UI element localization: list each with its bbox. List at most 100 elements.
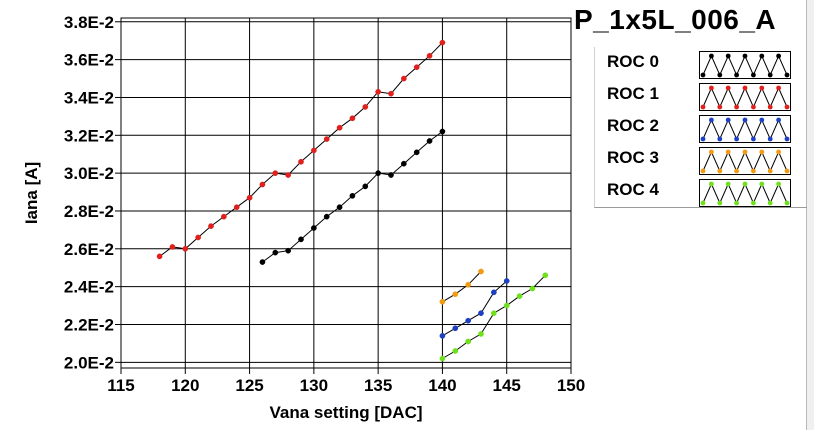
y-tick-label: 2.8E-2 bbox=[64, 202, 114, 221]
legend-marker bbox=[725, 117, 731, 123]
data-point bbox=[426, 52, 433, 59]
series-layer bbox=[156, 39, 549, 362]
data-point bbox=[452, 348, 459, 354]
legend-label: ROC 0 bbox=[607, 52, 659, 71]
data-point bbox=[182, 245, 189, 252]
legend-marker bbox=[717, 104, 723, 110]
data-point bbox=[298, 236, 304, 243]
data-point bbox=[491, 310, 497, 316]
legend-marker bbox=[784, 168, 790, 174]
legend-line bbox=[702, 182, 788, 205]
legend-marker bbox=[742, 149, 748, 155]
data-point bbox=[311, 225, 317, 231]
data-point bbox=[156, 253, 163, 260]
legend-marker bbox=[767, 136, 773, 142]
legend-swatch bbox=[699, 83, 791, 111]
data-point bbox=[439, 355, 446, 362]
legend-marker bbox=[759, 181, 765, 187]
legend-marker bbox=[709, 181, 714, 187]
data-point bbox=[413, 64, 420, 71]
x-tick-label: 140 bbox=[428, 376, 456, 395]
data-point bbox=[452, 291, 459, 298]
legend-marker bbox=[776, 149, 781, 155]
series-roc-0 bbox=[259, 128, 446, 265]
data-point bbox=[542, 272, 549, 279]
legend-marker bbox=[784, 104, 790, 110]
legend-marker bbox=[767, 72, 773, 78]
legend-marker bbox=[776, 181, 781, 187]
data-point bbox=[478, 268, 484, 275]
legend-swatch bbox=[699, 51, 791, 79]
data-point bbox=[503, 302, 510, 309]
data-point bbox=[195, 234, 201, 241]
data-point bbox=[388, 90, 394, 97]
legend-marker bbox=[767, 104, 773, 110]
data-point bbox=[285, 247, 291, 254]
data-point bbox=[439, 298, 446, 305]
legend-item: ROC 2 bbox=[595, 111, 807, 143]
series-line bbox=[442, 280, 508, 337]
legend-marker bbox=[742, 181, 748, 187]
y-axis-title: Iana [A] bbox=[22, 162, 41, 224]
series-roc-1 bbox=[156, 39, 446, 260]
legend-label: ROC 3 bbox=[607, 148, 659, 167]
y-tick-label: 2.2E-2 bbox=[64, 315, 114, 334]
legend-item: ROC 4 bbox=[595, 175, 807, 207]
legend-marker bbox=[717, 200, 723, 206]
legend-marker bbox=[776, 53, 781, 59]
series-roc-4 bbox=[439, 272, 549, 362]
x-axis-title: Vana setting [DAC] bbox=[269, 403, 422, 422]
data-point bbox=[349, 192, 356, 199]
data-point bbox=[439, 128, 446, 135]
legend-marker bbox=[759, 53, 765, 59]
data-point bbox=[259, 181, 266, 188]
legend-swatch bbox=[699, 147, 791, 175]
data-point bbox=[246, 194, 253, 201]
data-point bbox=[401, 160, 407, 167]
legend-marker bbox=[717, 136, 723, 142]
legend-label: ROC 1 bbox=[607, 84, 659, 103]
data-point bbox=[478, 331, 484, 337]
legend-marker bbox=[717, 72, 723, 78]
y-tick-label: 3.0E-2 bbox=[64, 164, 114, 183]
legend-marker bbox=[751, 136, 756, 142]
legend-line bbox=[702, 86, 788, 109]
data-point bbox=[336, 204, 343, 211]
y-axis-ticks: 2.0E-2 2.2E-2 2.4E-2 2.6E-2 2.8E-2 3.0E-2 3.2E… bbox=[64, 13, 121, 372]
series-roc-2 bbox=[439, 278, 510, 339]
data-point bbox=[439, 39, 446, 46]
data-point bbox=[259, 259, 266, 265]
legend-marker bbox=[784, 200, 790, 206]
legend-marker bbox=[767, 168, 773, 174]
legend-line bbox=[702, 54, 788, 77]
data-point bbox=[336, 124, 343, 131]
legend-marker bbox=[759, 117, 765, 123]
data-point bbox=[465, 338, 471, 345]
legend-label: ROC 2 bbox=[607, 116, 659, 135]
legend-marker bbox=[784, 136, 790, 142]
legend-marker bbox=[767, 200, 773, 206]
legend-marker bbox=[751, 168, 756, 174]
legend-line bbox=[702, 150, 788, 173]
legend-marker bbox=[709, 149, 714, 155]
legend-marker bbox=[742, 117, 748, 123]
legend-marker bbox=[776, 117, 781, 123]
chart-title: P_1x5L_006_A bbox=[574, 4, 777, 35]
legend-marker bbox=[734, 136, 739, 142]
data-point bbox=[413, 149, 420, 156]
y-tick-label: 3.6E-2 bbox=[64, 51, 114, 70]
legend-line bbox=[702, 118, 788, 141]
data-point bbox=[323, 136, 330, 142]
y-tick-label: 3.2E-2 bbox=[64, 126, 114, 145]
legend-marker bbox=[700, 136, 706, 142]
legend-marker bbox=[751, 104, 756, 110]
data-point bbox=[478, 310, 484, 316]
legend-marker bbox=[784, 72, 790, 78]
y-tick-label: 3.4E-2 bbox=[64, 88, 114, 107]
data-point bbox=[388, 172, 394, 178]
data-point bbox=[349, 115, 356, 122]
legend-marker bbox=[734, 72, 739, 78]
legend-marker bbox=[725, 181, 731, 187]
data-point bbox=[452, 325, 459, 332]
